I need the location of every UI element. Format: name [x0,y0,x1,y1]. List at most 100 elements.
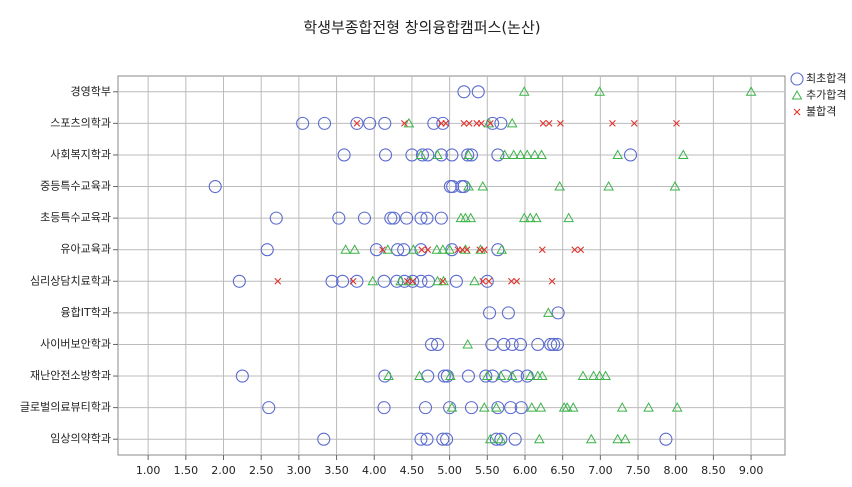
point [420,211,434,225]
point [480,246,488,254]
point [414,274,428,288]
x-tick-label: 3.00 [287,464,312,477]
point [414,432,428,446]
point [506,117,518,128]
x-tick-label: 6.50 [550,464,575,477]
legend-marker [790,72,804,86]
point [401,119,408,127]
point [379,246,386,254]
point [340,244,351,254]
point [669,181,681,191]
point [495,370,507,381]
point [353,119,361,127]
point [457,85,471,99]
point [536,149,547,159]
y-tick-label: 사회복지학과 [50,148,111,161]
point [232,274,246,288]
point [415,149,427,159]
y-tick-label: 유아교육과 [60,243,111,256]
point [384,211,398,225]
point [262,401,276,415]
point [594,370,605,381]
point [418,246,426,254]
point [529,149,541,159]
point [437,244,449,254]
y-tick-label: 중등특수교육과 [40,180,111,193]
legend-label: 추가합격 [806,89,846,102]
point [542,307,554,317]
point [514,401,528,415]
point [544,337,558,352]
legend-label: 불합격 [806,105,836,118]
point [491,148,505,162]
point [436,116,450,130]
point [437,369,451,383]
point [538,246,546,254]
point [397,243,411,257]
point [269,211,283,225]
point [497,337,511,352]
y-tick-label: 글로벌의료뷰티학과 [20,401,111,414]
point [594,86,605,96]
point [548,277,556,285]
point [317,432,331,446]
point [571,246,579,254]
point [603,181,614,191]
point [349,244,361,254]
x-tick-label: 4.50 [400,464,425,477]
point [350,274,364,288]
point [539,119,547,127]
point [600,370,611,381]
point [404,277,411,285]
point [414,243,428,257]
point [461,148,475,162]
point [480,274,494,288]
point [630,119,638,127]
point [420,432,434,446]
point [490,402,502,412]
point [379,148,393,162]
point [387,211,401,225]
point [449,274,463,288]
x-tick-label: 5.00 [437,464,462,477]
point [612,433,624,444]
point [486,119,494,127]
x-tick-label: 1.00 [136,464,161,477]
x-tick-label: 4.00 [362,464,387,477]
point [235,369,249,383]
point [317,116,332,130]
point [377,401,391,415]
point [745,86,757,96]
point [427,116,441,130]
point [518,86,530,96]
x-tick-label: 5.50 [475,464,500,477]
point [442,119,450,127]
point [545,119,553,127]
point [577,246,585,254]
point [332,211,346,225]
point [460,119,468,127]
point [495,433,507,444]
point [465,212,477,223]
chart-title: 학생부종합전형 창의융합캠퍼스(논산) [303,19,540,37]
point [363,116,377,130]
point [431,337,445,352]
point [526,402,538,412]
point [463,149,474,159]
point [524,212,536,223]
point [491,401,505,415]
point [471,85,485,99]
point [336,274,350,288]
point [463,246,471,254]
point [483,306,497,320]
point [479,369,493,383]
y-tick-label: 초등특수교육과 [40,211,111,224]
point [504,401,518,415]
point [436,432,450,446]
y-tick-label: 심리상담치료학과 [30,274,111,287]
point [557,119,564,127]
point [508,432,522,446]
point [461,369,476,383]
point [489,432,503,446]
